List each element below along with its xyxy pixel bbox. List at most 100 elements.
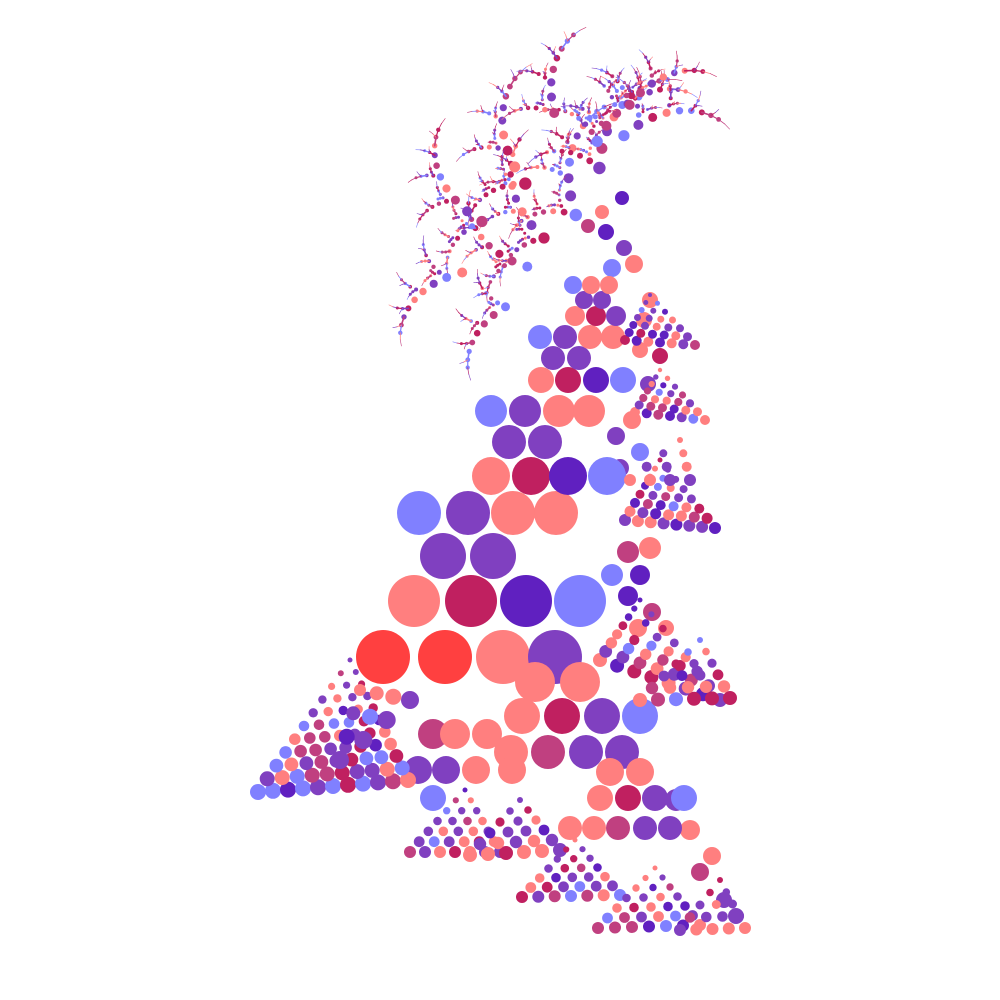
main-circle (615, 785, 641, 811)
small-circle (669, 404, 679, 414)
tree-branch (662, 83, 666, 85)
tree-branch (509, 229, 514, 235)
tree-branch (481, 189, 485, 193)
tree-branch (526, 162, 529, 166)
small-circle (605, 637, 618, 649)
small-circle (709, 522, 721, 534)
small-circle (289, 733, 301, 745)
small-circle (653, 409, 664, 420)
tree-branch (531, 156, 537, 161)
small-circle (681, 405, 691, 415)
tree-branch (551, 191, 555, 193)
tree-circle (591, 135, 603, 147)
small-circle (669, 692, 683, 707)
small-circle (250, 784, 266, 800)
tree-branch (396, 271, 399, 277)
small-circle (428, 836, 440, 848)
small-circle (468, 826, 479, 837)
main-circle (587, 785, 613, 811)
small-circle (513, 816, 523, 826)
tree-branch (630, 64, 635, 69)
small-circle (661, 461, 672, 472)
main-circle (509, 395, 541, 427)
tree-branch (407, 293, 411, 298)
small-circle (657, 315, 665, 323)
small-circle (733, 910, 745, 922)
small-circle (579, 846, 586, 853)
tree-branch (500, 238, 504, 242)
tree-branch (542, 71, 546, 74)
tree-circle (436, 201, 442, 206)
small-circle (677, 437, 683, 443)
tree-branch (435, 250, 440, 252)
tree-branch (675, 50, 678, 57)
tree-branch (531, 68, 533, 73)
tree-branch (462, 147, 466, 151)
small-circle (352, 669, 359, 675)
tree-circle (503, 209, 508, 215)
tree-branch (464, 149, 469, 152)
tree-branch (674, 79, 683, 81)
tree-circle (618, 130, 630, 142)
small-circle (318, 695, 327, 704)
tree-circle (503, 172, 508, 176)
tree-branch (499, 158, 503, 161)
small-circle (502, 826, 514, 838)
small-circle (662, 308, 668, 315)
tree-branch (467, 367, 470, 375)
tree-branch (516, 70, 522, 72)
tree-branch (552, 163, 556, 166)
tree-circle (559, 204, 564, 208)
small-circle (643, 387, 652, 395)
small-circle (308, 708, 318, 718)
small-circle (634, 314, 641, 321)
small-circle (531, 815, 541, 825)
tree-circle (508, 252, 514, 258)
tree-branch (392, 326, 398, 329)
small-circle (334, 765, 350, 781)
small-circle (384, 737, 397, 751)
small-circle (567, 872, 578, 883)
small-circle (346, 706, 361, 721)
tree-circle (490, 187, 497, 193)
tree-branch (476, 281, 481, 284)
small-circle (664, 323, 673, 332)
tree-circle (526, 235, 531, 239)
small-circle (681, 681, 695, 694)
tree-circle (462, 223, 466, 227)
tree-branch (459, 154, 464, 159)
tree-circle (619, 85, 625, 91)
small-circle (689, 659, 699, 669)
tree-circle (573, 132, 581, 140)
tree-branch (488, 253, 492, 258)
tree-branch (574, 103, 577, 108)
small-circle (413, 836, 425, 848)
small-circle (524, 806, 532, 814)
small-circle (636, 328, 646, 338)
small-circle (295, 780, 311, 797)
small-circle (687, 691, 701, 706)
tree-branch (673, 101, 675, 105)
small-circle (259, 771, 275, 787)
spine-circle (618, 586, 638, 606)
tree-branch (582, 99, 586, 103)
tree-circle (623, 92, 630, 99)
tree-branch (466, 193, 470, 197)
tree-branch (494, 182, 498, 185)
tree-branch (423, 200, 427, 204)
tree-circle (569, 208, 582, 222)
small-circle (600, 871, 610, 882)
tree-circle (587, 152, 592, 157)
small-circle (722, 888, 731, 896)
small-circle (651, 692, 665, 707)
tree-branch (495, 258, 500, 261)
fractal-tree-crown (388, 27, 730, 381)
tree-branch (467, 215, 471, 222)
tree-branch (499, 281, 501, 287)
small-circle (473, 807, 481, 815)
main-circle (555, 367, 581, 393)
tree-circle (624, 99, 635, 110)
tree-branch (462, 318, 467, 321)
small-circle (646, 902, 656, 912)
small-circle (655, 337, 665, 348)
